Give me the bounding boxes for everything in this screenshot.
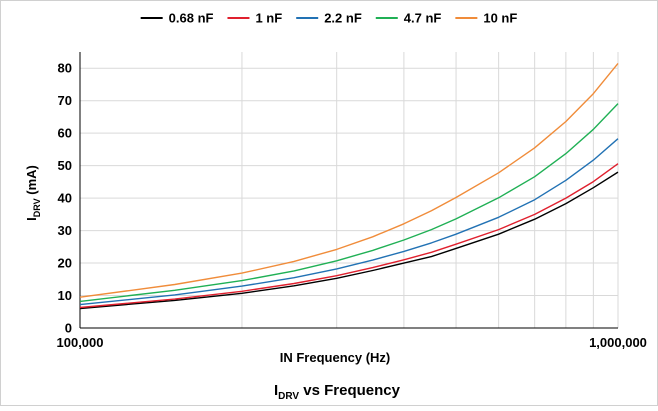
x-tick-label: 100,000 [57,335,104,350]
y-tick-label: 40 [58,191,72,206]
chart-title-subscript: DRV [278,391,299,402]
y-tick-label: 10 [58,288,72,303]
series-lines [79,62,619,310]
series-line [79,171,619,310]
legend-label: 2.2 nF [324,11,362,26]
series-line [79,138,619,306]
y-axis-title-symbol: I [24,217,39,221]
chart-title: IDRV vs Frequency [274,382,401,402]
legend: 0.68 nF 1 nF 2.2 nF 4.7 nF 10 nF [140,11,517,26]
y-tick-label: 80 [58,61,72,76]
y-axis-title-subscript: DRV [32,198,42,217]
y-tick-label: 70 [58,93,72,108]
series-line [79,62,619,298]
legend-label: 10 nF [483,11,517,26]
y-tick-label: 0 [65,321,72,336]
y-tick-label: 60 [58,126,72,141]
legend-label: 1 nF [255,11,282,26]
series-line [79,163,619,309]
legend-label: 4.7 nF [404,11,442,26]
y-tick-label: 20 [58,256,72,271]
grid [80,52,619,328]
chart-title-text: vs Frequency [303,382,400,399]
y-tick-label: 50 [58,158,72,173]
series-line [79,103,619,303]
axes [79,52,618,329]
y-tick-label: 30 [58,223,72,238]
chart-title-symbol: I [274,382,278,399]
x-axis-title: IN Frequency (Hz) [280,350,391,365]
y-axis-title: IDRV (mA) [24,165,42,221]
legend-label: 0.68 nF [169,11,214,26]
tick-labels: 0 10 20 30 40 50 60 70 80 100,000 1,000,000 [57,61,647,350]
y-axis-title-text: (mA) [24,165,39,195]
x-tick-label: 1,000,000 [589,335,647,350]
